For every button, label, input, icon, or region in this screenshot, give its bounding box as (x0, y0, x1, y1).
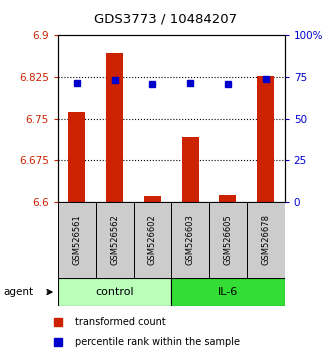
Bar (106, 53, 123, 202)
Bar (219, 195, 236, 202)
Text: GSM526561: GSM526561 (72, 215, 81, 265)
Text: IL-6: IL-6 (218, 287, 238, 297)
Text: transformed count: transformed count (75, 318, 166, 327)
Text: GDS3773 / 10484207: GDS3773 / 10484207 (94, 12, 237, 25)
Text: GSM526603: GSM526603 (186, 215, 195, 265)
Text: control: control (95, 287, 134, 297)
Bar (247, 202, 285, 278)
Bar (209, 202, 247, 278)
Bar (58, 278, 171, 306)
Bar (171, 278, 285, 306)
Bar (182, 137, 199, 202)
Bar (144, 196, 161, 202)
Text: agent: agent (3, 287, 33, 297)
Text: percentile rank within the sample: percentile rank within the sample (75, 337, 240, 347)
Bar (68, 112, 85, 202)
Text: GSM526602: GSM526602 (148, 215, 157, 265)
Bar (96, 202, 133, 278)
Text: GSM526562: GSM526562 (110, 215, 119, 265)
Bar (257, 76, 274, 202)
Bar (58, 202, 96, 278)
Text: GSM526678: GSM526678 (261, 214, 270, 266)
Bar (171, 202, 209, 278)
Bar (133, 202, 171, 278)
Text: GSM526605: GSM526605 (223, 215, 232, 265)
